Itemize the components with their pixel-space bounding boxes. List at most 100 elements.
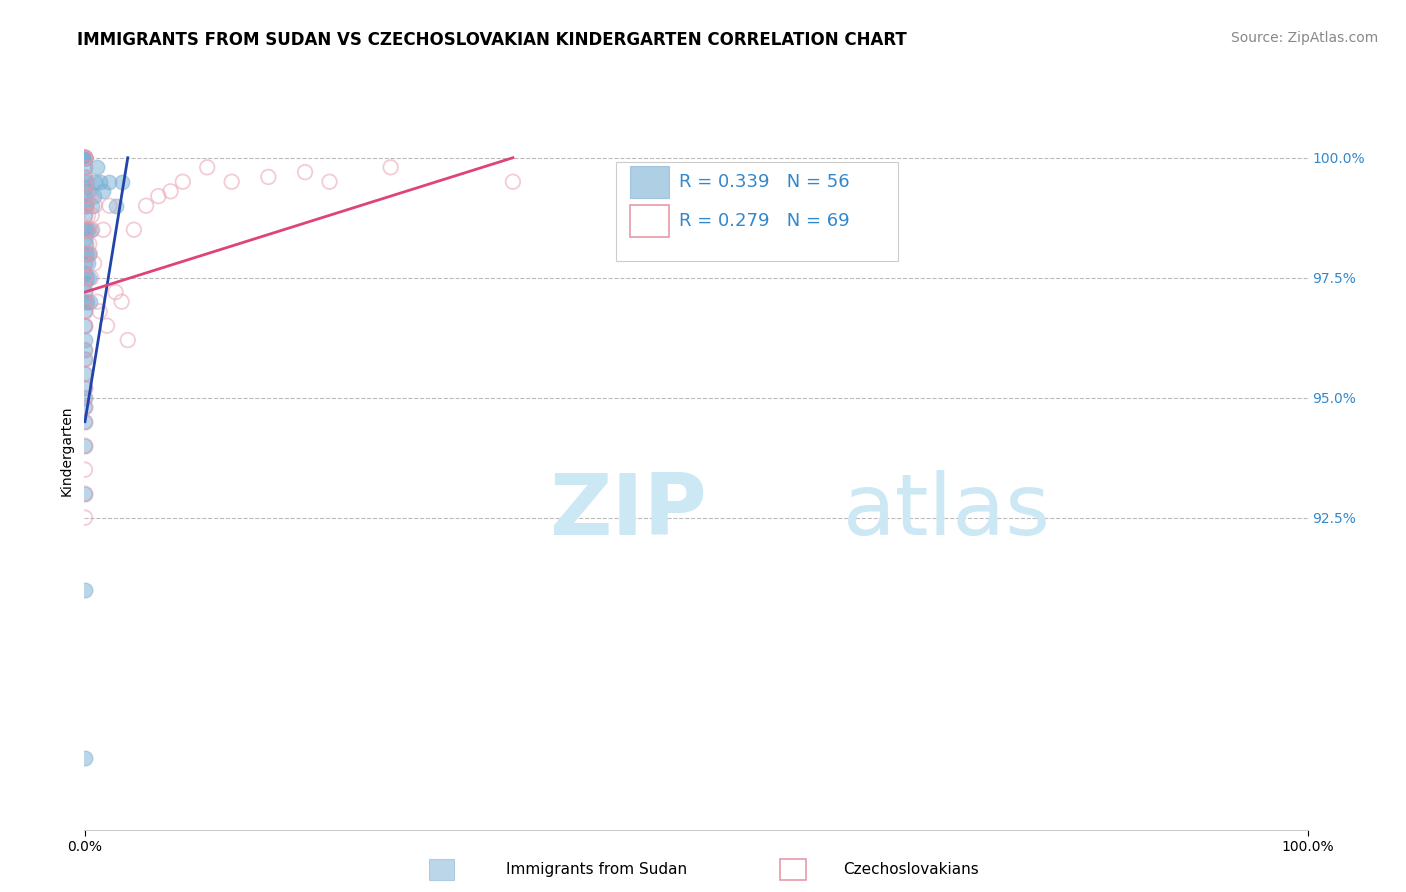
Point: [83, 175, 105, 189]
Point: [79, 294, 101, 309]
Point: [73, 246, 96, 260]
Point: [73, 151, 96, 165]
Point: [73, 391, 96, 405]
Point: [73, 151, 96, 165]
FancyBboxPatch shape: [630, 205, 669, 236]
Point: [73, 294, 96, 309]
Point: [73, 750, 96, 764]
Point: [73, 199, 96, 213]
Text: ZIP: ZIP: [550, 469, 707, 553]
Point: [73, 151, 96, 165]
Point: [73, 169, 96, 184]
Point: [73, 151, 96, 165]
Point: [257, 169, 280, 184]
Point: [73, 343, 96, 357]
Point: [76, 223, 98, 237]
Point: [73, 486, 96, 500]
Point: [73, 169, 96, 184]
Point: [73, 367, 96, 381]
Point: [79, 246, 101, 260]
Point: [73, 208, 96, 222]
Point: [73, 294, 96, 309]
Point: [73, 151, 96, 165]
Point: [75, 237, 97, 252]
Point: [502, 175, 524, 189]
Point: [76, 294, 98, 309]
Point: [73, 276, 96, 290]
Point: [83, 256, 105, 270]
Point: [73, 189, 96, 203]
Point: [111, 175, 134, 189]
Point: [83, 199, 105, 213]
Point: [73, 208, 96, 222]
Point: [83, 189, 105, 203]
Point: [77, 208, 100, 222]
Point: [73, 381, 96, 395]
Point: [73, 391, 96, 405]
Text: Source: ZipAtlas.com: Source: ZipAtlas.com: [1230, 31, 1378, 45]
Point: [73, 333, 96, 347]
Point: [75, 223, 97, 237]
Point: [77, 270, 100, 285]
Point: [73, 151, 96, 165]
Y-axis label: Kindergarten: Kindergarten: [59, 405, 73, 496]
Point: [73, 463, 96, 477]
Point: [73, 151, 96, 165]
Point: [73, 161, 96, 175]
Point: [77, 256, 100, 270]
Point: [73, 151, 96, 165]
Point: [294, 165, 316, 179]
Point: [73, 415, 96, 429]
Point: [80, 270, 103, 285]
Point: [318, 175, 340, 189]
Point: [73, 304, 96, 318]
Point: [73, 151, 96, 165]
Point: [73, 189, 96, 203]
Point: [221, 175, 243, 189]
Point: [73, 270, 96, 285]
Point: [111, 294, 134, 309]
Text: IMMIGRANTS FROM SUDAN VS CZECHOSLOVAKIAN KINDERGARTEN CORRELATION CHART: IMMIGRANTS FROM SUDAN VS CZECHOSLOVAKIAN…: [77, 31, 907, 49]
Point: [73, 343, 96, 357]
Point: [89, 304, 111, 318]
Point: [172, 175, 194, 189]
Point: [82, 223, 104, 237]
Point: [77, 246, 100, 260]
Point: [73, 232, 96, 246]
Point: [73, 486, 96, 500]
Point: [73, 352, 96, 367]
Point: [77, 223, 100, 237]
Point: [76, 270, 98, 285]
Point: [73, 151, 96, 165]
Point: [73, 439, 96, 453]
Point: [77, 237, 100, 252]
Point: [73, 246, 96, 260]
Point: [96, 318, 118, 333]
Point: [159, 184, 181, 198]
Point: [73, 256, 96, 270]
Point: [80, 223, 103, 237]
Point: [73, 367, 96, 381]
Point: [73, 237, 96, 252]
Point: [73, 256, 96, 270]
Point: [75, 199, 97, 213]
Point: [122, 223, 145, 237]
Point: [73, 199, 96, 213]
Point: [73, 381, 96, 395]
Point: [98, 175, 121, 189]
Point: [73, 401, 96, 415]
Point: [380, 161, 402, 175]
Point: [73, 151, 96, 165]
Point: [73, 582, 96, 597]
Point: [104, 199, 127, 213]
Point: [73, 285, 96, 299]
Point: [73, 318, 96, 333]
Point: [91, 184, 114, 198]
Point: [73, 179, 96, 194]
Point: [73, 161, 96, 175]
Point: [73, 304, 96, 318]
Point: [73, 318, 96, 333]
Point: [73, 179, 96, 194]
Point: [117, 333, 139, 347]
Point: [82, 199, 104, 213]
